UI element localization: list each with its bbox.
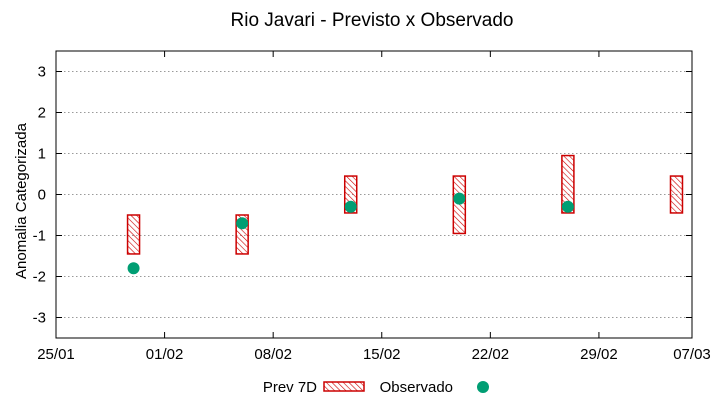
x-tick-label: 25/01: [37, 346, 75, 363]
forecast-box: [126, 214, 141, 255]
legend-swatch-prev: [323, 381, 365, 392]
legend-label-observado: Observado: [380, 379, 453, 396]
x-tick-label: 29/02: [580, 346, 618, 363]
y-tick-label: -1: [33, 228, 46, 245]
x-tick-label: 22/02: [472, 346, 510, 363]
legend: Prev 7D Observado: [263, 379, 489, 396]
y-axis-label: Anomalia Categorizada: [13, 122, 30, 279]
data-marks: [126, 154, 684, 275]
forecast-box: [452, 175, 467, 235]
y-tick-label: 0: [38, 187, 46, 204]
plot-frame: [55, 50, 693, 339]
forecast-box: [669, 175, 684, 214]
x-tick-label: 01/02: [146, 346, 184, 363]
observed-point: [236, 217, 249, 230]
observed-point: [561, 200, 574, 213]
legend-swatch-observado: [477, 381, 489, 393]
x-tick-label: 15/02: [363, 346, 401, 363]
y-tick-label: -3: [33, 310, 46, 327]
y-tick-label: 3: [38, 64, 46, 81]
observed-point: [453, 192, 466, 205]
y-tick-label: 1: [38, 146, 46, 163]
x-tick-label: 07/03: [673, 346, 711, 363]
y-tick-label: 2: [38, 105, 46, 122]
observed-point: [127, 262, 140, 275]
y-tick-label: -2: [33, 269, 46, 286]
observed-point: [344, 200, 357, 213]
forecast-box: [561, 154, 575, 214]
legend-label-prev: Prev 7D: [263, 379, 317, 396]
grid-lines: [56, 71, 692, 318]
chart-title: Rio Javari - Previsto x Observado: [231, 10, 514, 31]
x-tick-label: 08/02: [254, 346, 292, 363]
axis-ticks: 3 2 1 0 -1 -2 -3 25/01 01/02 08/02 15/02 22/02 29/02…: [33, 51, 711, 363]
